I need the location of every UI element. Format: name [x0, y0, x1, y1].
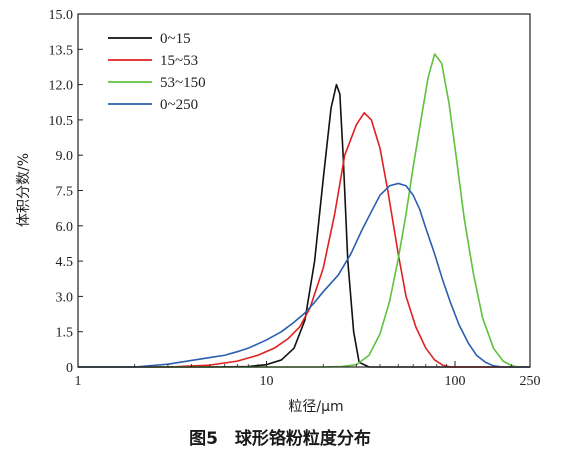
- plot-background: [78, 14, 530, 367]
- y-tick-label: 3.0: [56, 290, 74, 305]
- y-tick-label: 12.0: [49, 79, 74, 94]
- legend-label: 0~250: [160, 97, 198, 113]
- series-line-3: [78, 53, 530, 368]
- axes: 0 1.5 3.0 4.5 6.0 7.5 9.0 10.5 12.0 13.5 15.0 1 10 10…: [49, 8, 541, 389]
- plot-area: [78, 14, 530, 367]
- legend: 0~15 15~53 53~150 0~250: [108, 31, 206, 113]
- y-tick-label: 15.0: [49, 8, 74, 23]
- y-tick-label: 9.0: [56, 149, 74, 164]
- legend-label: 0~15: [160, 31, 191, 47]
- series-line-2: [78, 112, 530, 368]
- x-tick-label: 250: [520, 374, 541, 389]
- figure-caption: 图5 球形铬粉粒度分布: [189, 428, 371, 449]
- x-tick-label: 1: [75, 374, 82, 389]
- y-tick-label: 7.5: [56, 185, 74, 200]
- x-axis-label: 粒径/μm: [288, 399, 343, 415]
- y-tick-label: 6.0: [56, 220, 74, 235]
- y-tick-label: 1.5: [56, 326, 74, 341]
- x-tick-label: 10: [259, 374, 273, 389]
- legend-label: 53~150: [160, 75, 206, 91]
- y-tick-label: 0: [66, 361, 73, 376]
- y-tick-label: 13.5: [49, 43, 74, 58]
- x-tick-label: 100: [444, 374, 465, 389]
- series-line-4: [78, 182, 530, 368]
- y-tick-label: 10.5: [49, 114, 74, 129]
- legend-label: 15~53: [160, 53, 198, 69]
- y-axis-label: 体积分数/%: [16, 153, 32, 227]
- y-tick-label: 4.5: [56, 255, 74, 270]
